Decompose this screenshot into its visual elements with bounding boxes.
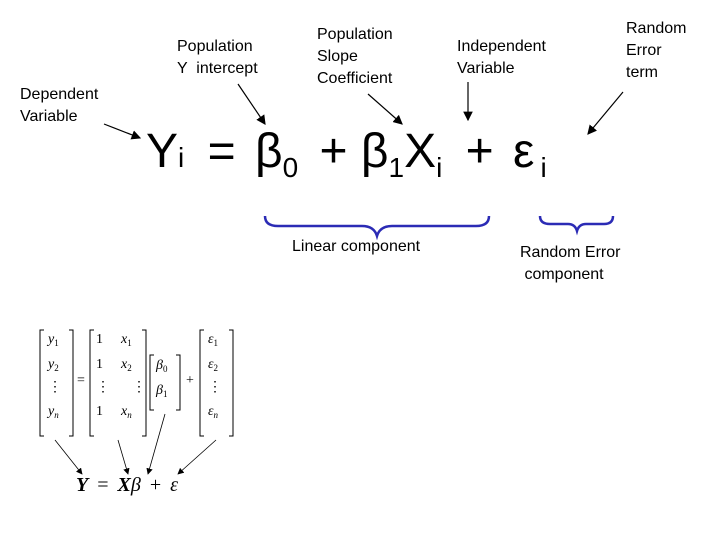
compact-X: X bbox=[117, 474, 131, 496]
x-one-1: 1 bbox=[96, 332, 103, 347]
eq-epsilon-subscript: i bbox=[540, 152, 547, 183]
matrix-beta: β0 β1 bbox=[156, 358, 167, 405]
e2: ε bbox=[208, 357, 214, 372]
x2: x bbox=[121, 357, 128, 372]
y2: y bbox=[48, 357, 55, 372]
y1-sub: 1 bbox=[54, 338, 59, 348]
eq-beta1-subscript: 1 bbox=[388, 152, 405, 183]
beta1-sub: 1 bbox=[162, 389, 168, 399]
linear-component-label: Linear component bbox=[292, 238, 421, 255]
x1-sub: 1 bbox=[127, 338, 132, 348]
random-error-term-label: Random Error term bbox=[626, 20, 687, 81]
eq-X-subscript: i bbox=[436, 152, 443, 183]
e1: ε bbox=[208, 332, 214, 347]
xn-sub: n bbox=[127, 410, 132, 420]
arrow-epsilon-vector bbox=[177, 439, 217, 475]
x-dots-2: ⋮ bbox=[132, 380, 146, 395]
matrix-plus: + bbox=[186, 373, 194, 388]
x-dots-1: ⋮ bbox=[96, 380, 110, 395]
en-sub: n bbox=[213, 410, 219, 420]
arrow-y-vector bbox=[54, 439, 83, 475]
eq-epsilon: ε bbox=[513, 125, 535, 178]
eq-equals: = bbox=[207, 125, 236, 178]
eq-plus-1: + bbox=[319, 125, 348, 178]
eq-beta0: β bbox=[254, 125, 283, 178]
x1: x bbox=[121, 332, 128, 347]
arrow-slope bbox=[367, 93, 403, 125]
compact-equals: = bbox=[97, 474, 109, 496]
beta1: β bbox=[156, 383, 163, 398]
beta0: β bbox=[156, 358, 163, 373]
e1-sub: 1 bbox=[213, 338, 219, 348]
y2-sub: 2 bbox=[54, 363, 59, 373]
x-one-2: 1 bbox=[96, 357, 103, 372]
matrix-epsilon: ε1 ε2 ⋮ εn bbox=[208, 332, 222, 426]
population-y-intercept-label: Population Y intercept bbox=[177, 38, 258, 77]
yn: y bbox=[48, 404, 55, 419]
arrow-beta-vector bbox=[146, 413, 166, 475]
y1: y bbox=[48, 332, 55, 347]
beta0-sub: 0 bbox=[162, 364, 168, 374]
eq-beta1: β bbox=[360, 125, 389, 178]
compact-Y: Y bbox=[76, 474, 89, 496]
dependent-variable-label: Dependent Variable bbox=[20, 86, 99, 125]
brace-linear-component bbox=[263, 215, 491, 241]
eq-X: X bbox=[404, 125, 437, 178]
e2-sub: 2 bbox=[213, 363, 219, 373]
random-error-component-label: Random Error component bbox=[520, 244, 621, 283]
arrow-random-term bbox=[587, 91, 624, 135]
arrow-dependent bbox=[103, 123, 142, 140]
y-dots: ⋮ bbox=[48, 380, 62, 395]
brace-random-component bbox=[538, 215, 615, 236]
yn-sub: n bbox=[54, 410, 59, 420]
eq-plus-2: + bbox=[465, 125, 494, 178]
x2-sub: 2 bbox=[127, 363, 132, 373]
matrix-equals: = bbox=[77, 373, 85, 388]
eq-Y-subscript: i bbox=[178, 142, 185, 173]
en: ε bbox=[208, 404, 214, 419]
compact-beta: β bbox=[130, 474, 141, 496]
arrow-x-matrix bbox=[117, 439, 130, 475]
arrow-intercept bbox=[237, 83, 266, 125]
matrix-y-vector: y1 y2 ⋮ yn bbox=[48, 332, 62, 426]
matrix-x: 1 x1 1 x2 ⋮ ⋮ 1 xn bbox=[96, 332, 146, 426]
eq-Y: Y bbox=[146, 125, 179, 178]
compact-equation: Y = Xβ + ε bbox=[76, 474, 178, 497]
population-slope-coefficient-label: Population Slope Coefficient bbox=[317, 26, 393, 87]
eq-beta0-subscript: 0 bbox=[282, 152, 299, 183]
independent-variable-label: Independent Variable bbox=[457, 38, 546, 77]
xn: x bbox=[121, 404, 128, 419]
x-one-n: 1 bbox=[96, 404, 103, 419]
compact-plus: + bbox=[149, 474, 162, 496]
e-dots: ⋮ bbox=[208, 380, 222, 395]
compact-epsilon: ε bbox=[170, 474, 178, 496]
